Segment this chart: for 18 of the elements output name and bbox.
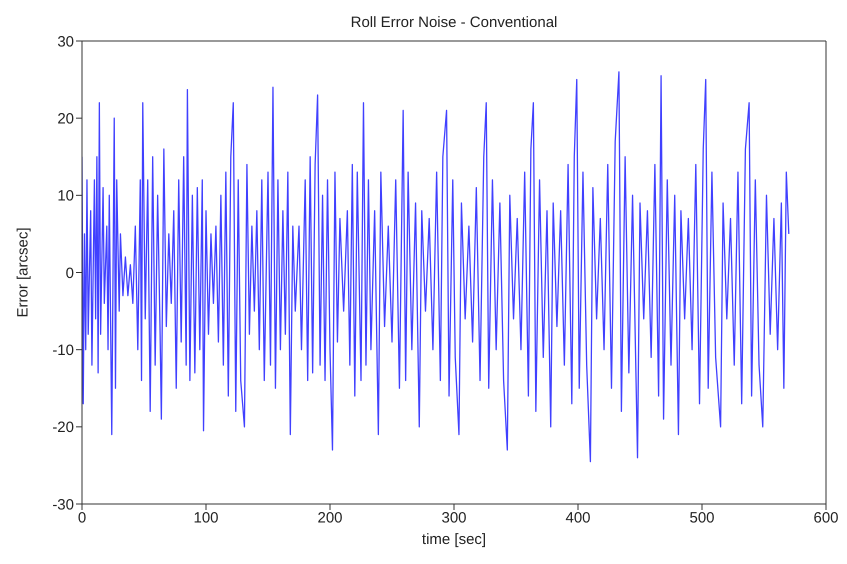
x-tick-label: 300 [441,510,467,527]
y-tick-label: 0 [66,264,74,282]
x-tick-label: 600 [813,510,839,527]
y-tick-label: -30 [52,496,74,514]
y-tick-label: 10 [57,188,74,205]
x-tick-label: 500 [689,510,715,527]
y-tick-label: 20 [57,110,74,128]
y-tick-label: 30 [57,33,74,50]
y-tick-label: -20 [52,419,74,436]
y-axis-title: Error [arcsec] [14,227,32,318]
chart-title: Roll Error Noise - Conventional [350,14,558,31]
x-tick-label: 100 [193,510,219,527]
x-tick-label: 0 [78,510,86,527]
y-tick-label: -10 [52,342,74,359]
line-series [82,71,790,462]
x-tick-label: 200 [317,510,343,527]
x-axis-title: time [sec] [422,531,486,548]
x-tick-label: 400 [565,510,591,527]
